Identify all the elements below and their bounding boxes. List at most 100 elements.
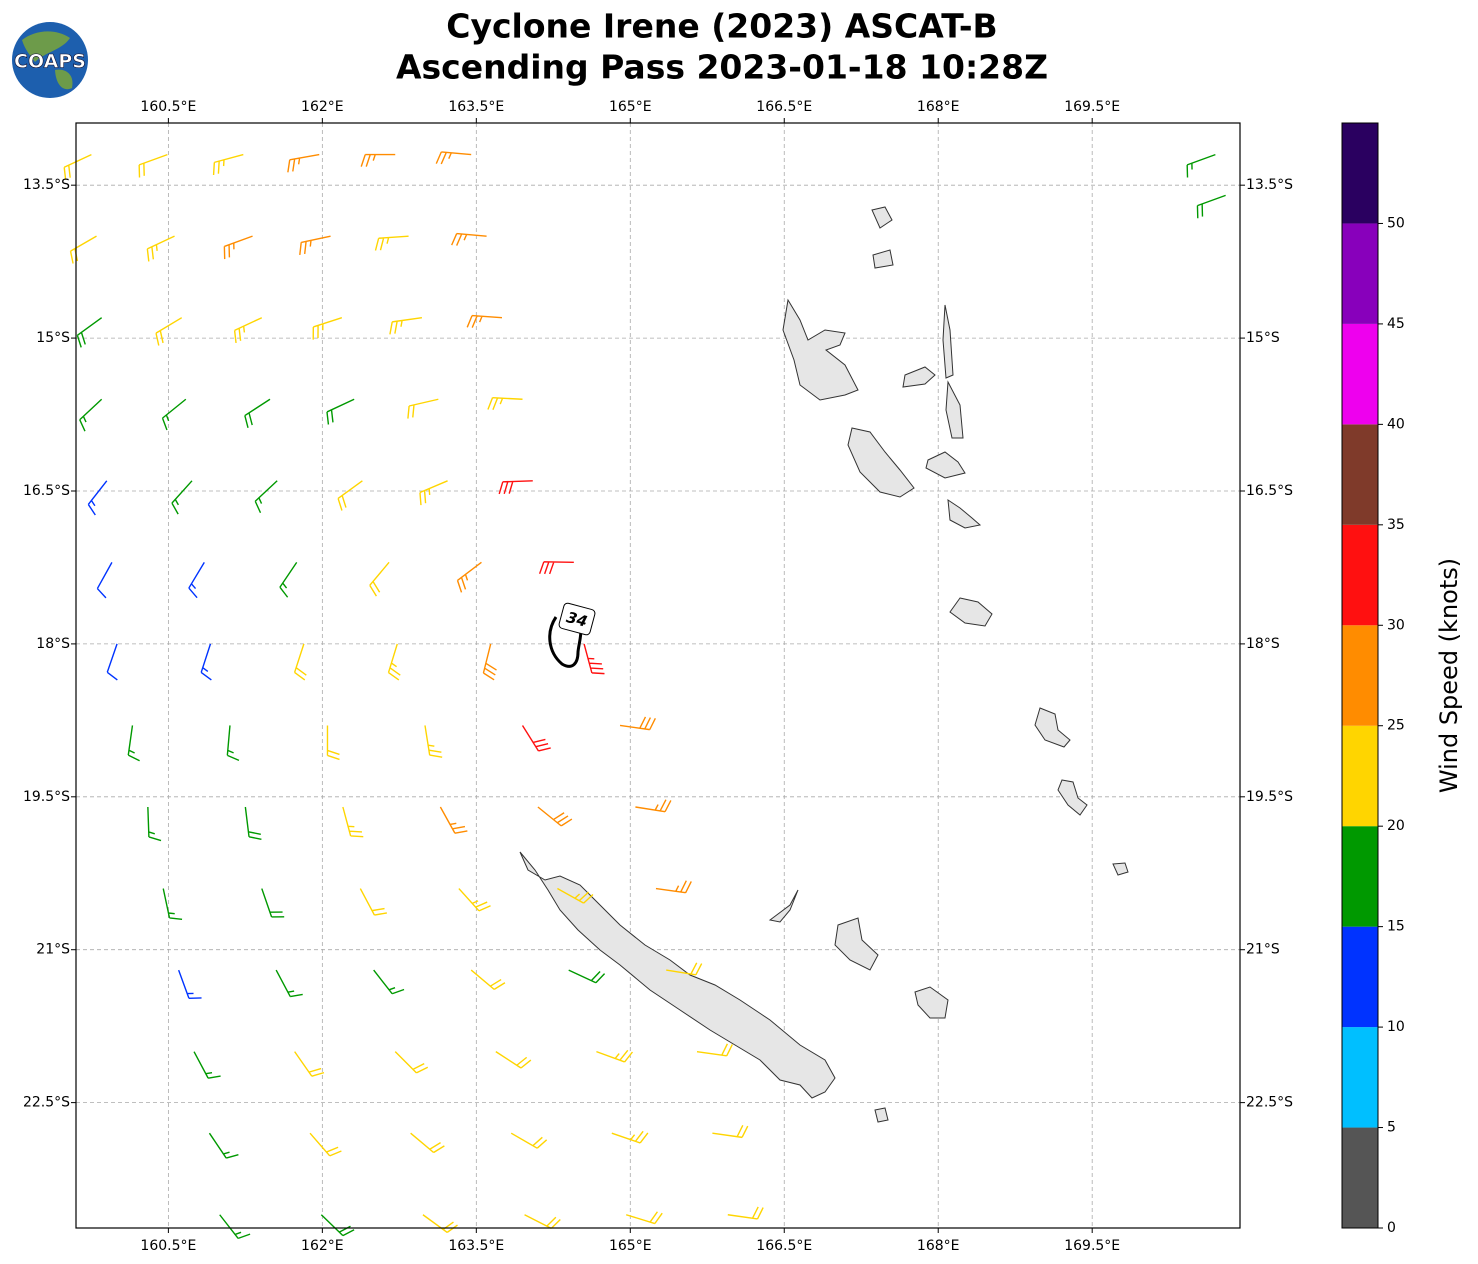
wind-barb bbox=[456, 561, 482, 593]
wind-barb bbox=[233, 317, 263, 344]
wind-barb bbox=[596, 1049, 634, 1063]
map-frame bbox=[75, 122, 1241, 1229]
wind-barb bbox=[279, 561, 298, 598]
wind-barb bbox=[495, 1051, 532, 1069]
wind-barb bbox=[439, 806, 468, 834]
colorbar-tick-label: 0 bbox=[1387, 1220, 1396, 1236]
wind-barb bbox=[226, 725, 240, 762]
wind-barb bbox=[537, 806, 573, 827]
colorbar-tick-label: 35 bbox=[1387, 517, 1405, 533]
wind-barb bbox=[482, 643, 497, 681]
y-tick-label: 21°S bbox=[36, 942, 70, 958]
wind-barb bbox=[320, 1214, 355, 1237]
wind-barb bbox=[96, 562, 113, 599]
wind-barb bbox=[458, 888, 491, 912]
wind-barb bbox=[63, 153, 92, 180]
y-tick-label: 15°S bbox=[36, 330, 70, 346]
wind-barb bbox=[244, 398, 271, 429]
logo-land bbox=[22, 31, 73, 90]
wind-barb bbox=[374, 235, 409, 251]
island bbox=[768, 206, 894, 1123]
x-tick-label: 160.5°E bbox=[140, 99, 196, 115]
wind-barb bbox=[147, 806, 162, 842]
wind-barb bbox=[287, 153, 320, 173]
wind-barb bbox=[312, 317, 343, 340]
wind-barb bbox=[470, 969, 506, 990]
x-tick-label: 165°E bbox=[609, 1238, 652, 1254]
colorbar-tick-label: 25 bbox=[1387, 718, 1405, 734]
contour-label: 34 bbox=[564, 608, 589, 631]
island bbox=[519, 851, 836, 1099]
wind-barb bbox=[407, 398, 439, 419]
wind-barb bbox=[127, 725, 140, 762]
colorbar-tick-label: 10 bbox=[1387, 1019, 1405, 1035]
wind-barb bbox=[635, 799, 672, 813]
wind-barb bbox=[387, 643, 401, 681]
wind-barb bbox=[254, 480, 278, 514]
wind-barb bbox=[162, 888, 183, 921]
wind-barb bbox=[161, 398, 187, 431]
y-tick-label: 15°S bbox=[1246, 330, 1280, 346]
y-tick-label: 19.5°S bbox=[1246, 789, 1293, 805]
wind-barb bbox=[696, 1043, 733, 1057]
x-tick-label: 166.5°E bbox=[756, 1238, 812, 1254]
wind-barb bbox=[424, 725, 443, 758]
wind-barb bbox=[394, 1051, 429, 1074]
wind-barb bbox=[666, 962, 703, 976]
wind-barb bbox=[188, 561, 205, 599]
wind-barb bbox=[487, 396, 523, 410]
colorbar-tick-label: 20 bbox=[1387, 818, 1405, 834]
x-tick-label: 160.5°E bbox=[140, 1238, 196, 1254]
wind-barb bbox=[498, 480, 533, 495]
island bbox=[847, 427, 915, 498]
wind-barb bbox=[223, 235, 253, 260]
colorbar-tick-label: 30 bbox=[1387, 617, 1405, 633]
wind-barb bbox=[208, 1132, 239, 1159]
x-tick-label: 163.5°E bbox=[448, 99, 504, 115]
x-tick-label: 168°E bbox=[917, 99, 960, 115]
colorbar-segment bbox=[1342, 1127, 1378, 1228]
wind-barb bbox=[212, 153, 244, 176]
y-tick-label: 22.5°S bbox=[1246, 1095, 1293, 1111]
wind-barb bbox=[326, 725, 340, 761]
colorbar-tick-label: 50 bbox=[1387, 215, 1405, 231]
colorbar-segment bbox=[1342, 424, 1378, 525]
wind-barb bbox=[359, 888, 388, 916]
wind-barb bbox=[309, 1132, 342, 1157]
island bbox=[1112, 862, 1129, 876]
colorbar-tick-label: 5 bbox=[1387, 1120, 1396, 1136]
colorbar-label: Wind Speed (knots) bbox=[1435, 558, 1463, 793]
wind-barb bbox=[219, 1214, 251, 1240]
wind-barb bbox=[87, 480, 108, 516]
x-tick-label: 169.5°E bbox=[1064, 1238, 1120, 1254]
island bbox=[942, 304, 954, 379]
colorbar-segment bbox=[1342, 323, 1378, 425]
x-tick-label: 163.5°E bbox=[448, 1238, 504, 1254]
island bbox=[947, 498, 982, 529]
colorbar-segment bbox=[1342, 926, 1378, 1028]
wind-barb bbox=[193, 1051, 221, 1079]
wind-barb bbox=[625, 1211, 663, 1225]
wind-barb bbox=[373, 969, 405, 995]
wind-barb bbox=[171, 480, 193, 515]
wind-barb bbox=[275, 969, 303, 998]
wind-barb bbox=[337, 480, 363, 511]
wind-barb bbox=[244, 806, 262, 840]
x-tick-label: 162°E bbox=[301, 99, 344, 115]
wind-barb bbox=[619, 716, 656, 731]
colorbar-tick-label: 40 bbox=[1387, 416, 1405, 432]
island bbox=[945, 380, 964, 439]
x-tick-label: 168°E bbox=[917, 1238, 960, 1254]
island bbox=[834, 917, 879, 971]
colorbar: 0 5 10 15 20 25 30 35 40 45 50 Wind Speed (knots) bbox=[1341, 122, 1463, 1236]
x-tick-label: 162°E bbox=[301, 1238, 344, 1254]
wind-barb bbox=[79, 398, 103, 432]
logo: COAPS bbox=[12, 22, 88, 98]
wind-barb bbox=[435, 151, 472, 165]
wind-barb bbox=[557, 887, 594, 904]
title-line: Cyclone Irene (2023) ASCAT-B bbox=[446, 7, 997, 46]
wind-barb bbox=[294, 1051, 325, 1077]
wind-barb bbox=[326, 398, 355, 425]
grid bbox=[76, 123, 1240, 1228]
